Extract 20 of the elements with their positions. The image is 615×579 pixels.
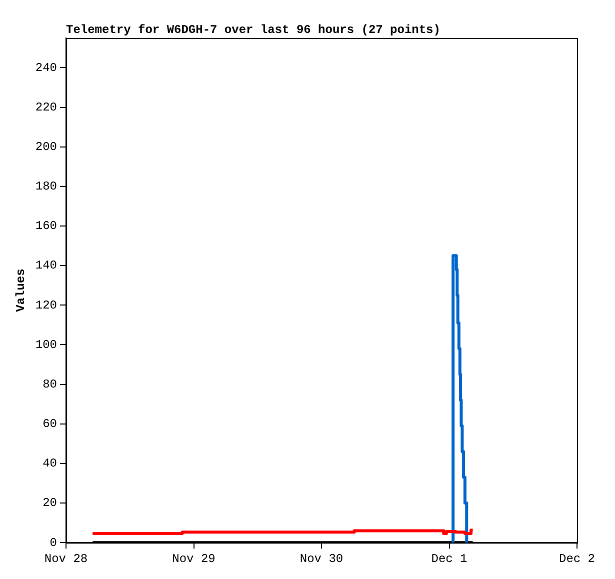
y-tick-label: 200 — [35, 140, 58, 154]
y-tick-label: 220 — [35, 100, 58, 114]
y-axis-title: Values — [14, 268, 28, 312]
y-tick-label: 140 — [35, 258, 58, 273]
y-tick-label: 40 — [42, 456, 58, 471]
y-tick-label: 120 — [35, 298, 58, 312]
x-tick-label: Nov 28 — [44, 552, 88, 566]
y-tick-label: 240 — [35, 60, 58, 75]
y-tick-label: 0 — [50, 536, 58, 550]
x-tick-label: Nov 29 — [172, 552, 216, 566]
y-tick-label: 160 — [35, 219, 58, 234]
x-tick-label: Dec 2 — [558, 552, 596, 566]
y-tick-label: 80 — [42, 377, 58, 392]
chart-title: Telemetry for W6DGH-7 over last 96 hours (27 points) — [66, 23, 440, 38]
y-tick-label: 100 — [35, 338, 58, 352]
y-tick-label: 20 — [42, 496, 58, 510]
x-tick-label: Nov 30 — [300, 552, 344, 566]
y-tick-label: 180 — [35, 180, 58, 194]
y-tick-label: 60 — [42, 417, 58, 432]
x-tick-label: Dec 1 — [431, 552, 468, 566]
